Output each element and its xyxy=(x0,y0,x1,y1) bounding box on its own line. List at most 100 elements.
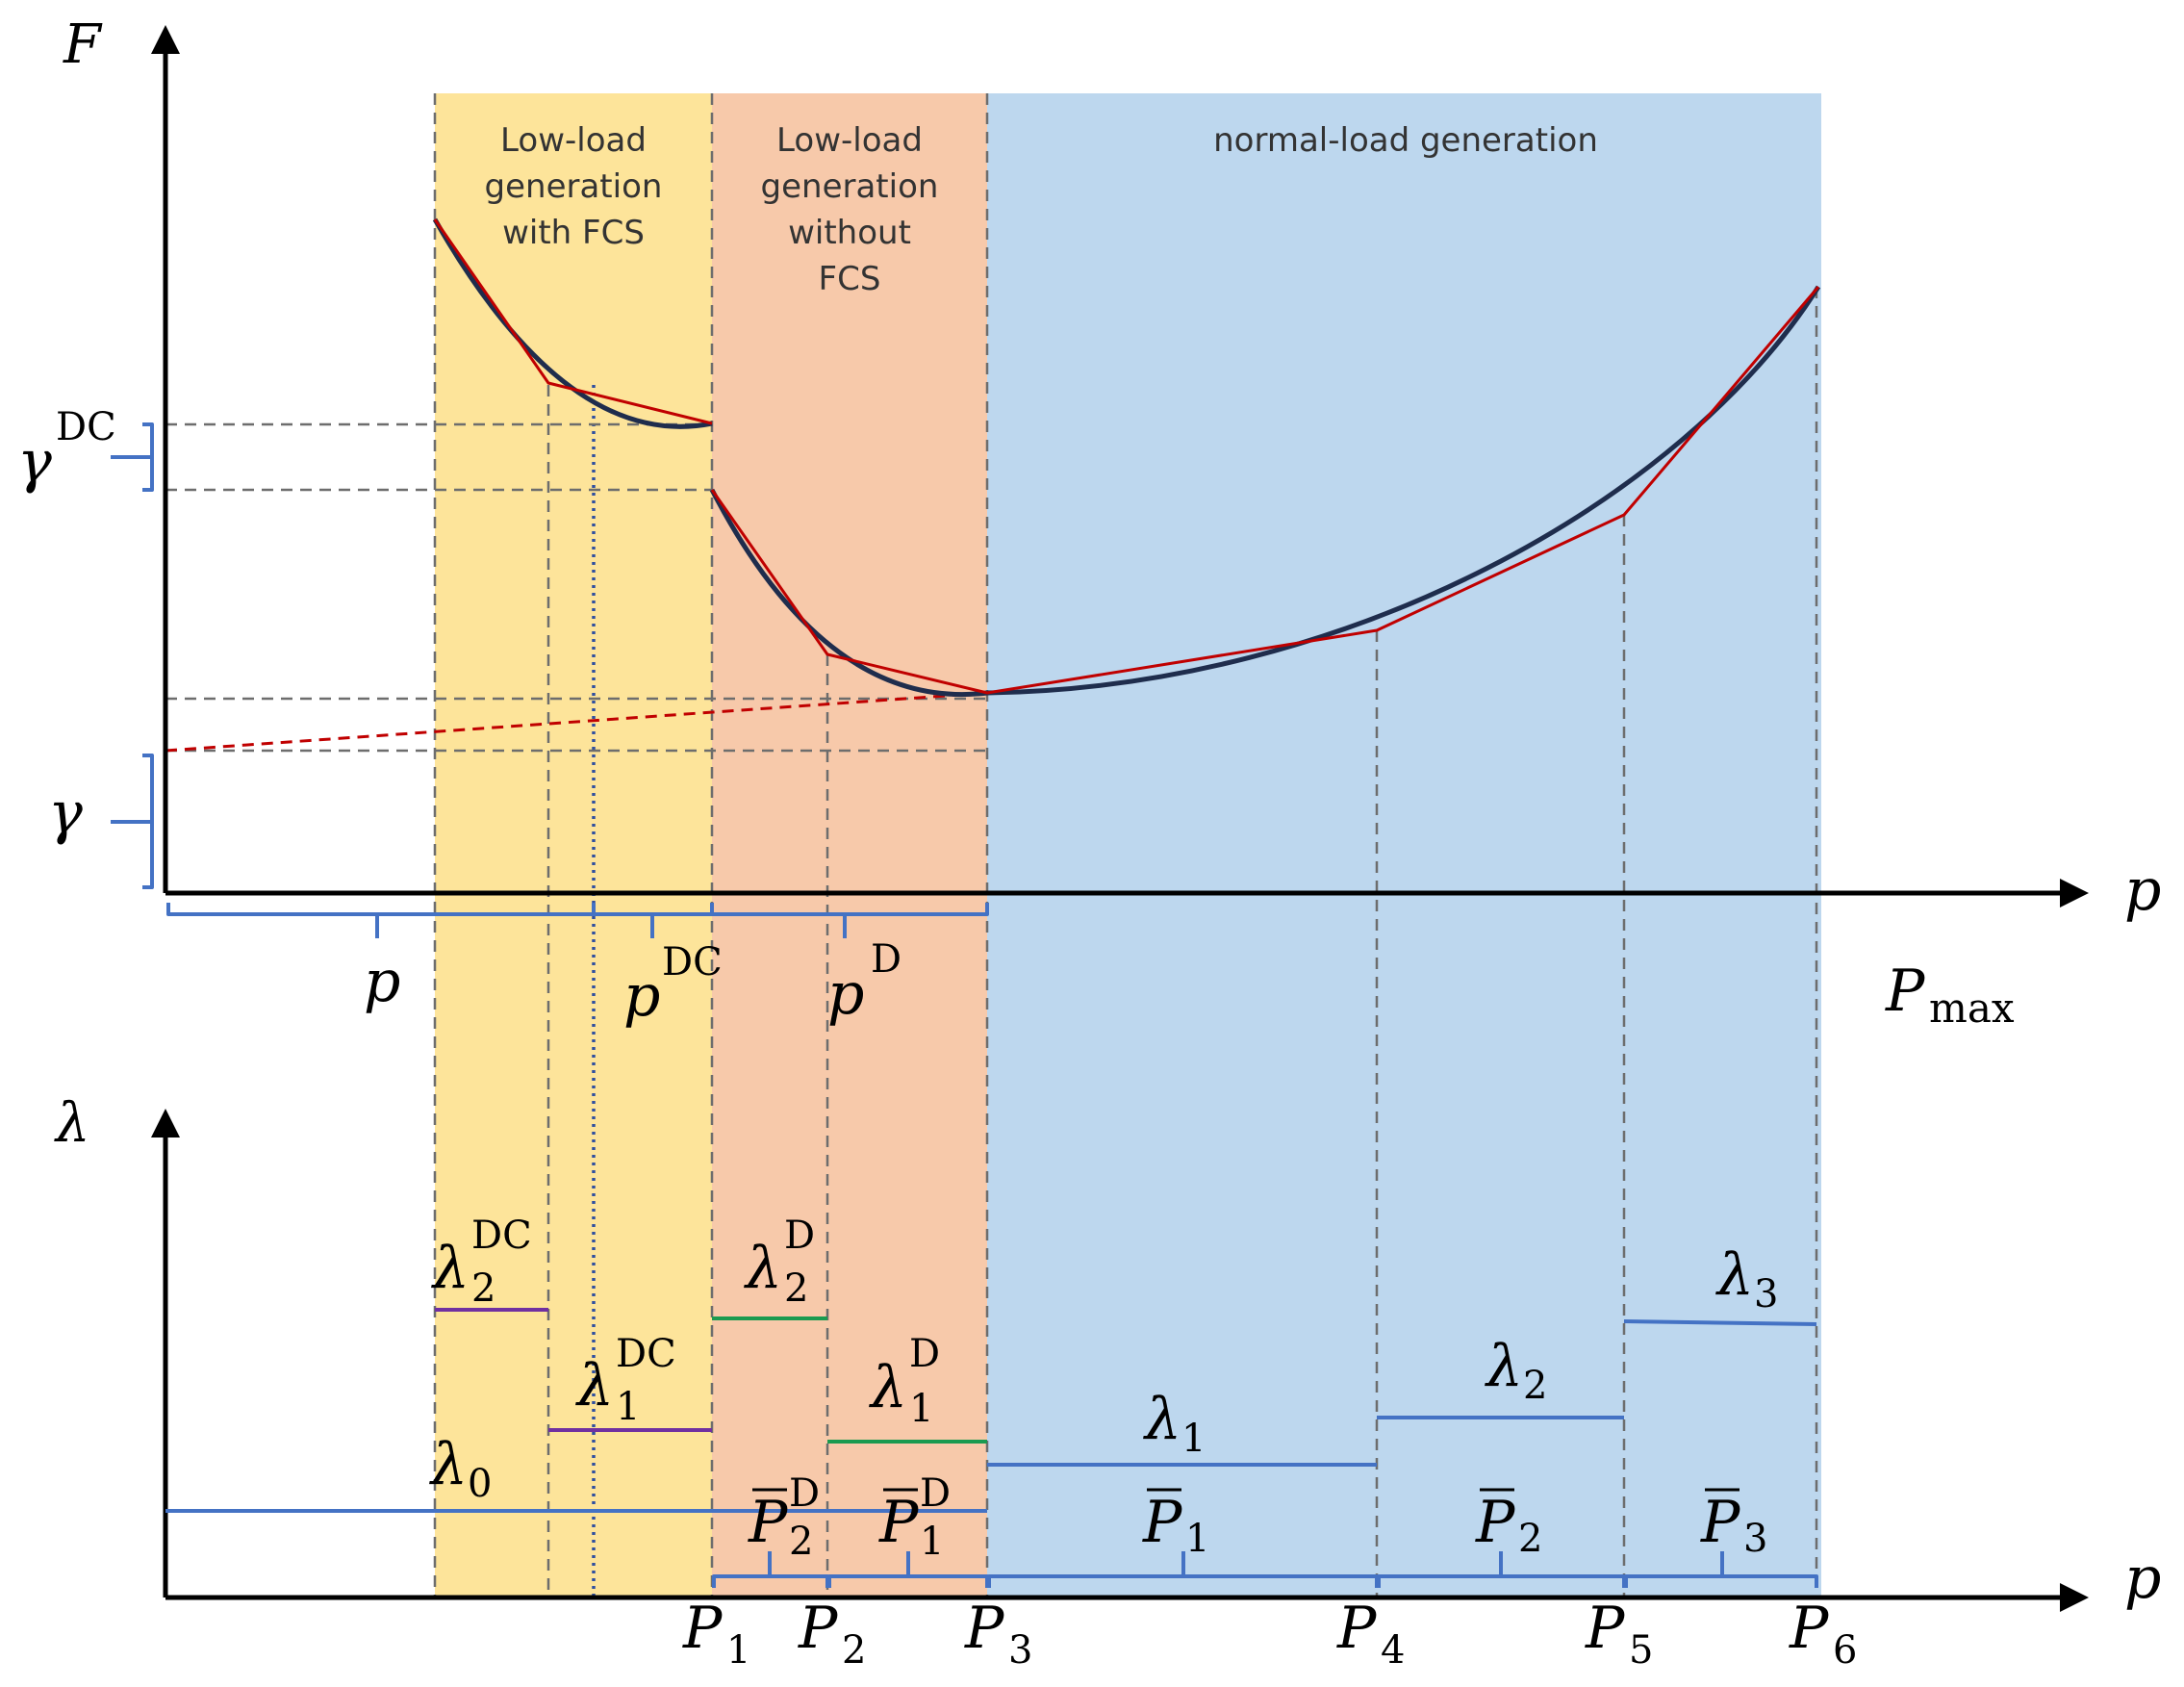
label-pbar3: P 3 xyxy=(1700,1488,1767,1561)
label-base: P xyxy=(964,1595,1005,1662)
label-base: P xyxy=(748,1489,789,1556)
label-pbar2: P 2 xyxy=(1475,1488,1542,1561)
label-gamma-dc: γ DC xyxy=(17,405,116,496)
vertical-guides xyxy=(433,93,1818,1598)
axes xyxy=(151,25,2089,1612)
label-sub: 3 xyxy=(1008,1628,1032,1673)
label-sub: 3 xyxy=(1754,1272,1778,1316)
linear-extension-dashed xyxy=(165,691,988,753)
region-low-load-with-fcs xyxy=(435,93,712,1598)
label-base: P xyxy=(682,1595,724,1662)
label-sub: 1 xyxy=(909,1387,933,1431)
lambda-steps xyxy=(165,1308,1817,1513)
label-p: p xyxy=(364,948,400,1015)
label-sub: 1 xyxy=(726,1628,750,1673)
label-base: p xyxy=(827,960,864,1028)
label-base: λ xyxy=(744,1235,782,1302)
tick-label-p1: P 1 xyxy=(682,1595,750,1673)
tick-label-p4: P 4 xyxy=(1336,1595,1405,1673)
axis-label-lambda: λ xyxy=(54,1092,90,1155)
label-sup: D xyxy=(784,1214,815,1258)
region-label-line: Low-load xyxy=(776,121,923,160)
label-lambda3: λ 3 xyxy=(1715,1241,1778,1316)
label-lambda1: λ 1 xyxy=(1143,1386,1206,1461)
axis-label-F: F xyxy=(63,13,103,76)
label-base: λ xyxy=(869,1354,907,1421)
label-sub: 1 xyxy=(1185,1517,1209,1561)
label-base: λ xyxy=(429,1431,468,1498)
label-sub: 2 xyxy=(471,1266,495,1311)
label-base: P xyxy=(798,1595,839,1662)
label-sub: 2 xyxy=(1523,1364,1547,1408)
label-p-d: p D xyxy=(827,937,902,1028)
label-lambda2: λ 2 xyxy=(1485,1333,1547,1408)
label-lambda1-d: λ D 1 xyxy=(869,1332,940,1431)
region-label-without-fcs: Low-load generation without FCS xyxy=(761,121,939,298)
label-p-dc: p DC xyxy=(623,940,723,1030)
label-base: P xyxy=(878,1489,920,1556)
tick-label-p6: P 6 xyxy=(1789,1595,1857,1673)
label-sub: 0 xyxy=(468,1462,492,1506)
label-base: λ xyxy=(431,1235,470,1302)
label-sub: 2 xyxy=(842,1628,866,1673)
region-label-line: without xyxy=(788,214,911,252)
label-base: λ xyxy=(575,1352,614,1419)
axis-label-p-top: p xyxy=(2124,856,2161,924)
label-sub: max xyxy=(1929,984,2015,1032)
label-base: P xyxy=(1885,958,1926,1025)
label-sub: 2 xyxy=(784,1266,808,1311)
label-base: P xyxy=(1585,1595,1626,1662)
label-sup: DC xyxy=(616,1332,676,1376)
region-label-line: generation xyxy=(761,167,939,206)
label-gamma: γ xyxy=(48,780,83,847)
horizontal-guides xyxy=(165,422,987,753)
label-base: P xyxy=(1142,1489,1183,1556)
label-sup: DC xyxy=(662,940,723,984)
label-pmax: P max xyxy=(1885,958,2015,1032)
cost-curve xyxy=(432,217,1821,698)
tick-label-p5: P 5 xyxy=(1585,1595,1653,1673)
axis-label-p-bottom: p xyxy=(2124,1545,2161,1612)
label-base: p xyxy=(623,962,660,1030)
label-base: λ xyxy=(1485,1333,1523,1400)
label-sup: D xyxy=(871,937,902,982)
label-base: P xyxy=(1475,1489,1516,1556)
piecewise-linear-approx xyxy=(433,218,1820,695)
label-base: P xyxy=(1789,1595,1830,1662)
label-sub: 1 xyxy=(1181,1417,1206,1461)
label-sub: 1 xyxy=(616,1385,640,1429)
label-sup: D xyxy=(920,1471,951,1516)
label-pbar1: P 1 xyxy=(1142,1488,1209,1561)
label-base: P xyxy=(1336,1595,1378,1662)
region-label-line: generation xyxy=(485,167,663,206)
label-sub: 4 xyxy=(1381,1628,1405,1673)
label-sub: 3 xyxy=(1743,1517,1767,1561)
region-label-with-fcs: Low-load generation with FCS xyxy=(485,121,663,252)
region-label-normal: normal-load generation xyxy=(1213,121,1598,160)
label-lambda0: λ 0 xyxy=(429,1431,492,1506)
label-sub: 2 xyxy=(1518,1517,1542,1561)
label-sub: 5 xyxy=(1629,1628,1653,1673)
label-pbar2-d: P D 2 xyxy=(748,1471,820,1564)
region-low-load-without-fcs xyxy=(712,93,987,1598)
region-label-line: Low-load xyxy=(500,121,647,160)
label-pbar1-d: P D 1 xyxy=(878,1471,951,1564)
label-lambda2-d: λ D 2 xyxy=(744,1214,815,1311)
label-sub: 1 xyxy=(920,1520,944,1564)
label-sup: DC xyxy=(56,405,116,449)
tick-label-p3: P 3 xyxy=(964,1595,1032,1673)
bottom-brackets xyxy=(712,1551,1818,1588)
label-base: λ xyxy=(1143,1386,1181,1453)
region-label-line: FCS xyxy=(819,260,881,298)
region-label-line: with FCS xyxy=(502,214,645,252)
tick-label-p2: P 2 xyxy=(798,1595,866,1673)
label-sub: 2 xyxy=(789,1520,813,1564)
region-normal-load xyxy=(987,93,1821,1598)
label-sub: 6 xyxy=(1833,1628,1857,1673)
label-base: γ xyxy=(17,428,52,496)
label-base: P xyxy=(1700,1489,1741,1556)
label-lambda2-dc: λ DC 2 xyxy=(431,1214,532,1311)
label-sup: D xyxy=(909,1332,940,1376)
label-sup: D xyxy=(789,1471,820,1516)
